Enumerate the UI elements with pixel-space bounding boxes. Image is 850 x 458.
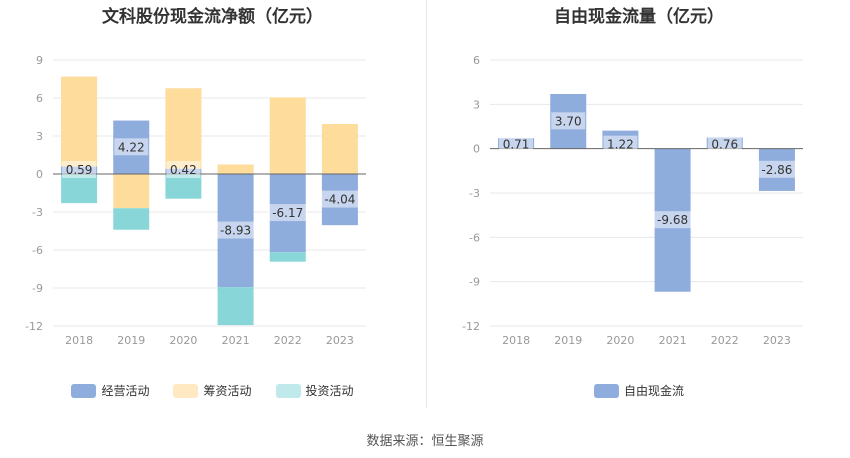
y-tick-label: 3	[36, 130, 43, 143]
legend-swatch-financing	[173, 383, 199, 398]
data-label-background	[707, 135, 742, 153]
x-tick-label: 2020	[169, 334, 197, 347]
data-source-note: 数据来源：恒生聚源	[366, 434, 484, 449]
y-tick-label: -3	[32, 206, 43, 219]
y-tick-label: -9	[469, 276, 480, 289]
data-label-background	[652, 211, 694, 229]
x-tick-label: 2022	[711, 334, 739, 347]
data-label: 0.71	[503, 138, 530, 152]
x-tick-label: 2019	[117, 334, 145, 347]
x-tick-label: 2019	[554, 334, 582, 347]
x-tick-label: 2022	[274, 334, 302, 347]
y-tick-label: -12	[25, 320, 43, 333]
data-label-background	[551, 112, 586, 130]
bar-筹资活动	[217, 164, 254, 174]
legend-label: 自由现金流	[623, 384, 684, 398]
net-cash-flow-chart-panel: 文科股份现金流净额（亿元） 9 6 3 0 -3 -6 -9 -12 2018 2019 2020 2…	[0, 0, 425, 410]
x-tick-label: 2023	[326, 334, 354, 347]
legend-item-operating[interactable]: 经营活动	[71, 382, 149, 399]
data-label-background	[756, 160, 798, 178]
legend-swatch-operating	[71, 383, 97, 398]
y-tick-label: 3	[473, 98, 480, 111]
bar-投资活动	[165, 174, 202, 199]
data-label: 1.22	[607, 138, 634, 152]
x-tick-label: 2018	[502, 334, 530, 347]
bar-投资活动	[269, 252, 306, 262]
data-label: 0.42	[170, 163, 197, 177]
data-label: -4.04	[324, 193, 355, 207]
legend-label: 投资活动	[305, 384, 354, 398]
x-tick-label: 2020	[606, 334, 634, 347]
bar-筹资活动	[61, 76, 98, 167]
data-label: -2.86	[761, 163, 792, 177]
data-label: 3.70	[555, 114, 582, 128]
y-tick-label: -12	[462, 320, 480, 333]
y-tick-label: 0	[473, 143, 480, 156]
y-tick-label: 6	[473, 54, 480, 67]
data-label-background	[499, 135, 534, 153]
x-tick-label: 2021	[222, 334, 250, 347]
data-label: 0.76	[711, 138, 738, 152]
bar-筹资活动	[165, 88, 202, 169]
y-tick-label: -6	[469, 231, 480, 244]
data-label: -9.68	[657, 213, 688, 227]
chart-title: 自由现金流量（亿元）	[554, 7, 724, 27]
data-label: -8.93	[220, 224, 251, 238]
legend-swatch-investing	[275, 383, 301, 398]
data-label-background	[62, 161, 97, 178]
y-tick-label: -9	[32, 282, 43, 295]
chart-legend: 自由现金流	[428, 382, 850, 399]
data-label: 0.59	[66, 163, 93, 177]
bar-筹资活动	[321, 123, 358, 174]
y-tick-label: -3	[469, 187, 480, 200]
x-tick-label: 2021	[659, 334, 687, 347]
y-tick-label: 0	[36, 168, 43, 181]
data-label: -6.17	[272, 206, 303, 220]
chart-legend: 经营活动 筹资活动 投资活动	[0, 382, 425, 399]
legend-label: 筹资活动	[203, 384, 252, 398]
data-label-background	[319, 190, 361, 208]
bar-投资活动	[61, 174, 98, 204]
x-tick-label: 2018	[65, 334, 93, 347]
bar-筹资活动	[113, 174, 150, 209]
free-cash-flow-chart: 6 3 0 -3 -6 -9 -12 2018 2019 2020 2021 2022 2023 0.71…	[462, 54, 803, 347]
legend-item-investing[interactable]: 投资活动	[275, 382, 354, 399]
data-label-background	[215, 221, 257, 239]
chart-title: 文科股份现金流净额（亿元）	[102, 7, 323, 27]
data-label: 4.22	[118, 140, 145, 154]
legend-item-financing[interactable]: 筹资活动	[173, 382, 252, 399]
legend-swatch-free-cash-flow	[593, 383, 619, 398]
panel-divider	[426, 0, 427, 408]
x-tick-label: 2023	[763, 334, 791, 347]
data-label-background	[166, 161, 201, 178]
y-tick-label: -6	[32, 244, 43, 257]
net-cash-flow-chart: 9 6 3 0 -3 -6 -9 -12 2018 2019 2020 2021 2022 2023 0.5…	[25, 54, 366, 347]
legend-item-free-cash-flow[interactable]: 自由现金流	[593, 382, 684, 399]
y-tick-label: 6	[36, 92, 43, 105]
data-label-background	[603, 135, 638, 153]
bar-投资活动	[113, 208, 150, 230]
legend-label: 经营活动	[101, 384, 150, 398]
bar-投资活动	[217, 287, 254, 326]
free-cash-flow-chart-panel: 自由现金流量（亿元） 6 3 0 -3 -6 -9 -12 2018 2019 2020 2021 2…	[428, 0, 850, 410]
bar-筹资活动	[269, 97, 306, 174]
y-tick-label: 9	[36, 54, 43, 67]
data-label-background	[114, 138, 149, 156]
data-label-background	[267, 204, 309, 222]
